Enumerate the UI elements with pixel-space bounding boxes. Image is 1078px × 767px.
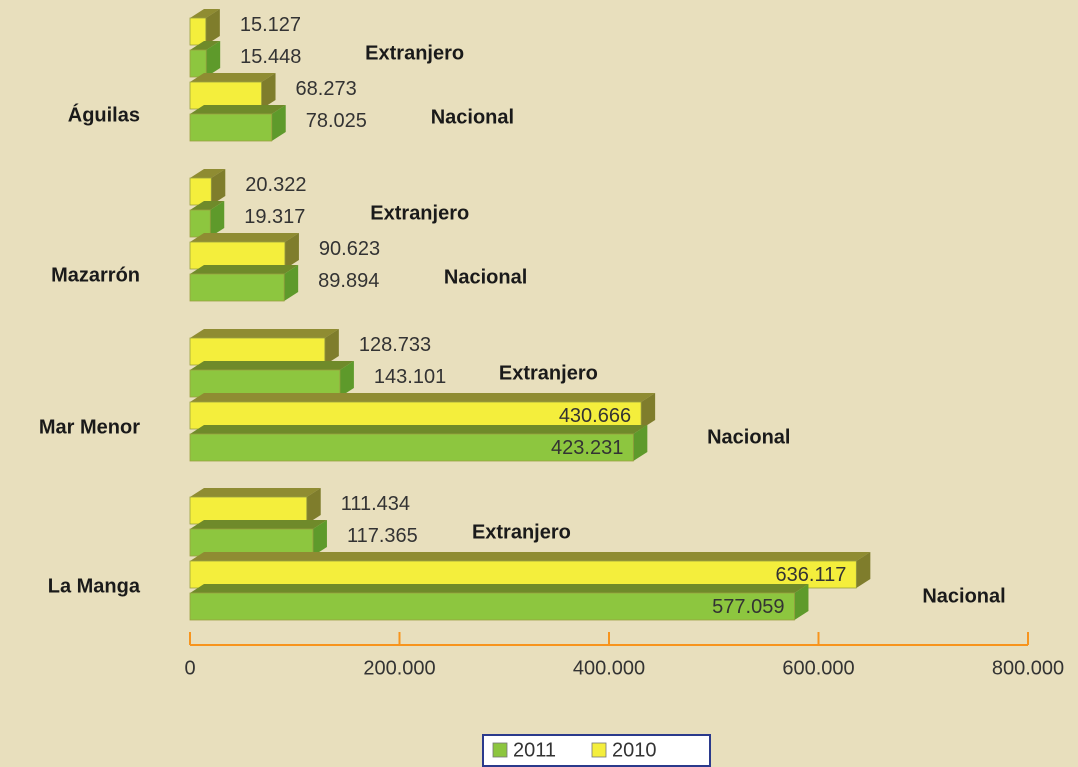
bar-side (261, 73, 276, 109)
bar-side (306, 488, 321, 524)
x-tick-label: 200.000 (363, 657, 435, 679)
bar-side (856, 552, 871, 588)
value-label: 636.117 (776, 564, 847, 586)
bar (189, 337, 326, 366)
category-label: La Manga (48, 575, 141, 597)
subcategory-label: Nacional (707, 426, 790, 448)
bar-side (339, 361, 354, 397)
bar-side (206, 41, 221, 77)
bar-side (324, 329, 339, 365)
bar-top (190, 393, 656, 402)
bar-top (190, 265, 299, 274)
bar (189, 49, 207, 78)
value-label: 19.317 (244, 206, 305, 228)
bar-top (190, 201, 225, 210)
value-label: 577.059 (712, 596, 784, 618)
bar (189, 113, 273, 142)
bar-side (312, 520, 327, 556)
value-label: 143.101 (374, 366, 446, 388)
bar (189, 433, 634, 462)
subcategory-label: Nacional (444, 266, 527, 288)
bar-top (190, 9, 220, 18)
bar (189, 209, 211, 238)
value-label: 68.273 (296, 78, 357, 100)
value-label: 430.666 (559, 405, 631, 427)
bar (189, 81, 262, 110)
subcategory-label: Nacional (431, 106, 514, 128)
bar-top (190, 520, 327, 529)
bar-side (794, 584, 809, 620)
category-label: Mazarrón (51, 264, 140, 286)
bar-top (190, 233, 299, 242)
bar-top (190, 488, 321, 497)
value-label: 20.322 (245, 174, 306, 196)
bar (189, 241, 286, 270)
bar-side (284, 233, 299, 269)
subcategory-label: Nacional (922, 585, 1005, 607)
subcategory-label: Extranjero (365, 42, 464, 64)
bar-side (211, 169, 226, 205)
legend-label: 2011 (513, 739, 556, 761)
bar-top (190, 361, 354, 370)
value-label: 111.434 (341, 493, 410, 515)
bar-top (190, 425, 648, 434)
legend-swatch (591, 742, 607, 758)
bar (189, 369, 341, 398)
value-label: 78.025 (306, 110, 367, 132)
subcategory-label: Extranjero (370, 202, 469, 224)
x-tick-label: 800.000 (992, 657, 1064, 679)
x-tick-label: 400.000 (573, 657, 645, 679)
bar-top (190, 41, 221, 50)
bar-side (641, 393, 656, 429)
value-label: 90.623 (319, 238, 380, 260)
x-tick-label: 600.000 (782, 657, 854, 679)
subcategory-label: Extranjero (499, 362, 598, 384)
value-label: 15.127 (240, 14, 301, 36)
bar (189, 17, 207, 46)
bar (189, 592, 795, 621)
bar (189, 560, 857, 589)
bar (189, 177, 212, 206)
bar-top (190, 552, 871, 561)
value-label: 423.231 (551, 437, 623, 459)
subcategory-label: Extranjero (472, 521, 571, 543)
value-label: 89.894 (318, 270, 379, 292)
x-tick-label: 0 (184, 657, 195, 679)
category-label: Águilas (68, 103, 140, 126)
bar-top (190, 329, 339, 338)
bar-side (271, 105, 286, 141)
bar (189, 496, 308, 525)
bar-top (190, 105, 286, 114)
category-label: Mar Menor (39, 416, 140, 438)
bar-top (190, 169, 226, 178)
bar (189, 528, 314, 557)
bar-side (205, 9, 220, 45)
value-label: 128.733 (359, 334, 431, 356)
bar (189, 273, 285, 302)
legend-label: 2010 (612, 739, 657, 761)
bar (189, 401, 642, 430)
bar-side (210, 201, 225, 237)
value-label: 15.448 (240, 46, 301, 68)
bar-side (633, 425, 648, 461)
bar-top (190, 584, 809, 593)
bar-side (284, 265, 299, 301)
value-label: 117.365 (347, 525, 418, 547)
bar-top (190, 73, 276, 82)
legend-swatch (492, 742, 508, 758)
